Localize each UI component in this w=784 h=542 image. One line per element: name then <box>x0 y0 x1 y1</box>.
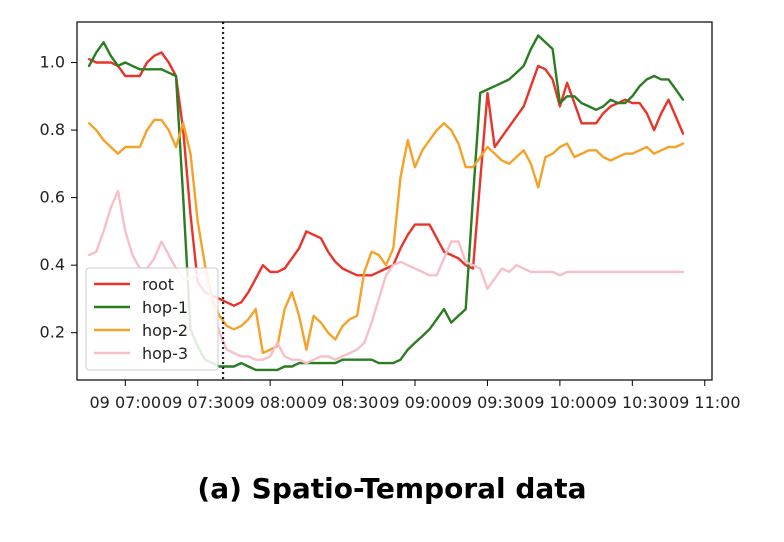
y-tick-label: 0.2 <box>40 323 65 342</box>
series-line-root <box>87 51 685 307</box>
y-tick-label: 1.0 <box>40 53 65 72</box>
legend-label-hop-2: hop-2 <box>142 321 188 340</box>
legend-label-root: root <box>142 275 174 294</box>
y-tick-label: 0.8 <box>40 120 65 139</box>
x-tick-label: 09 09:00 <box>379 393 451 412</box>
x-tick-label: 09 08:30 <box>307 393 379 412</box>
figure-caption: (a) Spatio-Temporal data <box>197 472 587 505</box>
legend-label-hop-3: hop-3 <box>142 344 188 363</box>
plot-frame <box>76 21 713 381</box>
x-tick-label: 09 11:00 <box>669 393 741 412</box>
x-tick-label: 09 07:30 <box>162 393 234 412</box>
legend: root hop-1 hop-2 hop-3 <box>85 267 219 371</box>
legend-box <box>85 267 219 371</box>
y-tick-label: 0.6 <box>40 188 65 207</box>
legend-label-hop-1: hop-1 <box>142 298 188 317</box>
x-tick-label: 09 10:30 <box>597 393 669 412</box>
x-tick-label: 09 07:00 <box>90 393 162 412</box>
x-tick-label: 09 10:00 <box>524 393 596 412</box>
series-line-hop-2 <box>87 118 685 355</box>
chart: 0.2 0.4 0.6 0.8 1.0 09 07:00 09 07:30 09 08:00 0… <box>40 21 741 412</box>
y-tick-label: 0.4 <box>40 255 65 274</box>
x-tick-label: 09 09:30 <box>452 393 524 412</box>
line-chart: 0.20.40.60.81.009 07:00 09 07:30 09 08:00 0… <box>40 21 741 412</box>
x-tick-label: 09 08:00 <box>234 393 306 412</box>
